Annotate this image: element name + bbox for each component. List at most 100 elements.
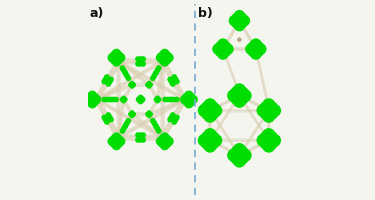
Circle shape [116, 52, 123, 59]
Circle shape [135, 137, 141, 143]
Circle shape [110, 57, 117, 65]
Circle shape [86, 93, 93, 101]
Circle shape [262, 110, 275, 123]
Circle shape [121, 68, 127, 74]
Circle shape [140, 57, 146, 63]
Circle shape [174, 79, 180, 85]
Circle shape [146, 82, 150, 86]
Circle shape [126, 118, 131, 124]
Circle shape [130, 114, 134, 119]
Circle shape [238, 16, 250, 27]
Circle shape [188, 93, 195, 101]
Circle shape [160, 54, 169, 63]
Circle shape [110, 141, 117, 148]
Circle shape [203, 99, 217, 112]
Circle shape [128, 112, 132, 117]
Circle shape [234, 11, 245, 22]
Circle shape [149, 112, 153, 117]
Circle shape [138, 57, 144, 63]
Circle shape [233, 84, 246, 97]
Circle shape [87, 99, 97, 109]
Circle shape [153, 71, 158, 77]
Circle shape [255, 44, 267, 56]
Circle shape [230, 87, 241, 98]
Circle shape [204, 135, 216, 147]
Circle shape [116, 141, 123, 148]
Circle shape [262, 128, 275, 142]
Circle shape [203, 110, 217, 123]
Circle shape [130, 83, 134, 87]
Circle shape [184, 91, 194, 101]
Circle shape [201, 132, 211, 142]
Circle shape [123, 98, 128, 102]
Circle shape [233, 95, 246, 108]
Circle shape [122, 98, 126, 102]
Circle shape [123, 123, 129, 129]
Circle shape [267, 139, 278, 150]
Circle shape [140, 99, 144, 104]
Circle shape [129, 112, 133, 115]
Circle shape [122, 70, 128, 76]
Circle shape [170, 82, 176, 87]
Circle shape [238, 14, 247, 23]
Circle shape [121, 99, 124, 103]
Circle shape [104, 75, 110, 80]
Circle shape [155, 96, 160, 100]
Circle shape [122, 100, 126, 104]
Circle shape [145, 112, 149, 117]
Circle shape [180, 95, 189, 105]
Circle shape [140, 133, 146, 138]
Circle shape [238, 154, 248, 164]
Circle shape [83, 95, 93, 105]
Circle shape [209, 102, 219, 112]
Circle shape [222, 44, 234, 56]
Circle shape [174, 115, 180, 121]
Circle shape [112, 49, 121, 59]
Circle shape [248, 42, 257, 51]
Circle shape [108, 77, 114, 83]
Circle shape [137, 96, 141, 101]
Circle shape [238, 149, 252, 162]
Circle shape [229, 16, 240, 27]
Circle shape [169, 97, 174, 103]
Circle shape [245, 44, 256, 56]
Circle shape [104, 120, 110, 125]
Circle shape [160, 58, 170, 67]
Circle shape [158, 135, 166, 143]
Circle shape [116, 135, 123, 143]
Circle shape [108, 54, 117, 63]
Circle shape [160, 133, 170, 142]
Circle shape [123, 97, 127, 101]
Circle shape [268, 134, 281, 147]
Circle shape [138, 133, 144, 138]
Circle shape [146, 85, 150, 88]
Circle shape [169, 115, 174, 121]
Circle shape [238, 90, 252, 103]
Circle shape [156, 137, 165, 146]
Circle shape [129, 114, 133, 118]
Circle shape [162, 97, 168, 103]
Circle shape [112, 133, 121, 142]
Circle shape [147, 83, 151, 87]
Circle shape [116, 57, 123, 65]
Circle shape [251, 45, 261, 55]
Circle shape [138, 100, 143, 105]
Circle shape [227, 90, 240, 103]
Circle shape [145, 83, 149, 88]
Circle shape [182, 99, 190, 107]
Circle shape [128, 83, 132, 88]
Circle shape [107, 115, 112, 121]
Circle shape [148, 112, 152, 115]
Circle shape [238, 39, 241, 42]
Circle shape [130, 111, 134, 115]
Circle shape [173, 117, 178, 123]
Circle shape [135, 133, 141, 138]
Circle shape [170, 113, 176, 118]
Circle shape [148, 82, 152, 86]
Circle shape [110, 135, 117, 143]
Circle shape [255, 42, 264, 51]
Circle shape [169, 79, 174, 85]
Circle shape [157, 97, 160, 101]
Circle shape [113, 97, 119, 103]
Circle shape [267, 109, 278, 120]
